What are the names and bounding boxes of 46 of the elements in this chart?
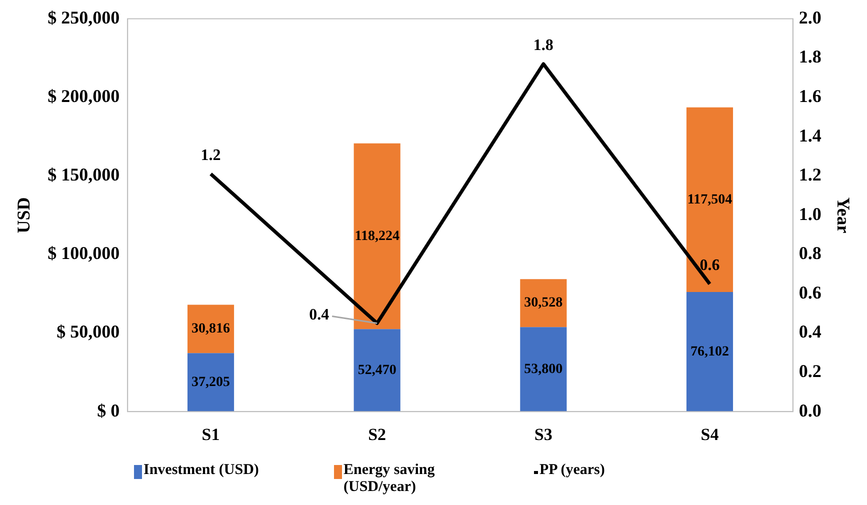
y2-tick-label: 1.6 <box>798 86 822 106</box>
bar <box>520 279 567 328</box>
bar <box>354 143 400 330</box>
data-label: 52,470 <box>358 362 396 378</box>
y-tick-label: $ 0 <box>97 400 120 420</box>
y-tick-label: $ 50,000 <box>56 322 120 342</box>
y2-tick-label: 0.4 <box>798 322 822 342</box>
y-tick-label: $ 150,000 <box>48 164 120 185</box>
bar <box>686 292 734 412</box>
data-label: 0.4 <box>309 306 330 324</box>
bar <box>686 107 734 292</box>
y2-tick-label: 1.2 <box>798 164 822 185</box>
y2-tick-label: 0.6 <box>798 282 822 302</box>
x-tick-label: S3 <box>534 425 552 444</box>
bar <box>354 329 400 412</box>
legend-label: Energy saving (USD/year) <box>344 462 436 496</box>
y2-axis-title: Year <box>834 197 854 234</box>
y2-tick-label: 0.2 <box>798 360 822 381</box>
x-tick-label: S4 <box>700 425 720 444</box>
data-label: 76,102 <box>690 344 729 360</box>
legend-label: PP (years) <box>540 462 605 479</box>
data-label: 53,800 <box>524 362 563 377</box>
data-label: 0.6 <box>700 257 720 274</box>
data-label: 1.8 <box>533 37 554 54</box>
y-tick-label: $ 100,000 <box>48 243 120 264</box>
y2-tick-label: 1.8 <box>798 46 822 67</box>
y2-tick-label: 0.0 <box>798 400 822 420</box>
legend-label: Investment (USD) <box>144 462 259 479</box>
data-label: 30,816 <box>192 322 230 337</box>
y2-tick-label: 1.0 <box>798 204 822 224</box>
x-tick-label: S1 <box>202 425 220 444</box>
y2-tick-label: 2.0 <box>798 7 822 28</box>
bar <box>520 327 567 412</box>
y2-tick-label: 1.4 <box>798 125 822 146</box>
y-tick-label: $ 250,000 <box>48 7 120 28</box>
data-label: 1.2 <box>200 147 221 164</box>
y-axis-title: USD <box>13 197 34 234</box>
y2-tick-label: 0.8 <box>798 243 822 264</box>
bar <box>187 304 234 354</box>
y-tick-label: $ 200,000 <box>48 86 120 106</box>
data-label: 30,528 <box>524 296 563 311</box>
data-label: 37,205 <box>192 374 230 390</box>
bar <box>187 353 234 412</box>
x-tick-label: S2 <box>368 425 386 444</box>
data-label: 118,224 <box>354 228 400 244</box>
data-label: 117,504 <box>687 192 732 208</box>
